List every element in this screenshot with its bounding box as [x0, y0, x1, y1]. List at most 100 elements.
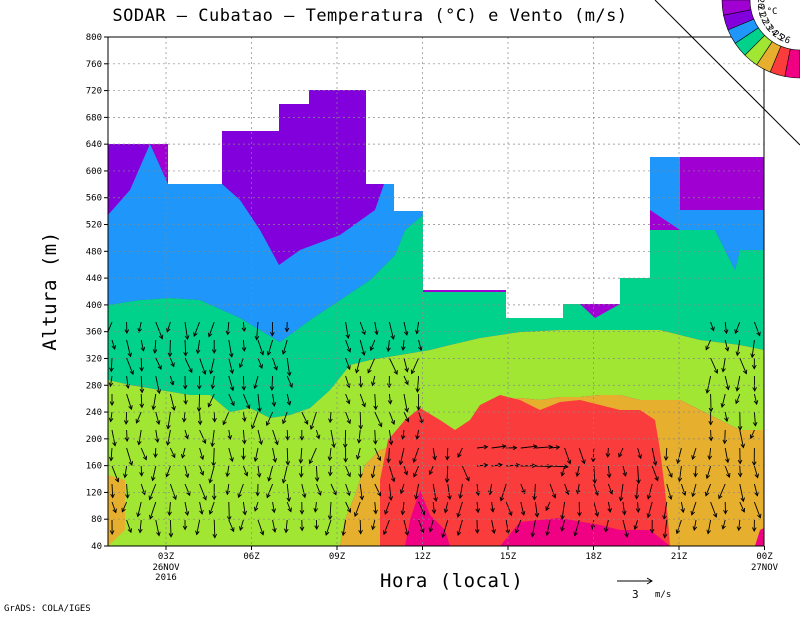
wind-arrow [520, 444, 538, 449]
wind-arrow [301, 483, 307, 499]
contour-fill-27b [500, 518, 670, 546]
wind-arrow [359, 321, 366, 336]
wind-arrow [155, 519, 161, 537]
wind-arrow [414, 483, 420, 500]
wind-arrow [735, 375, 741, 392]
y-tick-label: 760 [86, 60, 102, 70]
wind-arrow [265, 411, 274, 427]
wind-arrow [281, 465, 288, 484]
wind-arrow [371, 519, 376, 531]
wind-arrow [228, 339, 234, 358]
credit-text: GrADS: COLA/IGES [4, 604, 91, 614]
wind-arrow [675, 519, 682, 535]
wind-arrow [606, 465, 612, 479]
y-tick-label: 720 [86, 87, 102, 97]
colorbar-label: 23 [760, 18, 774, 33]
wind-arrow [358, 411, 363, 430]
y-tick-label: 600 [86, 167, 102, 177]
wind-arrow [560, 465, 566, 477]
colorbar-label: 26 [778, 33, 792, 46]
x-tick-label: 03Z [158, 552, 175, 562]
wind-arrow [358, 519, 363, 535]
wind-arrow [167, 501, 172, 517]
wind-arrow [353, 501, 361, 518]
wind-arrow [387, 393, 393, 405]
wind-arrow [724, 447, 730, 464]
wind-arrow [374, 411, 383, 428]
wind-arrow [328, 411, 333, 424]
wind-arrow [151, 393, 157, 411]
wind-arrow [753, 501, 762, 519]
contour-fill-27a [405, 490, 450, 546]
wind-arrow [228, 375, 235, 392]
wind-arrow [271, 393, 277, 407]
wind-arrow [155, 375, 162, 395]
wind-arrow [139, 465, 144, 477]
wind-arrow [272, 447, 278, 463]
wind-arrow [676, 447, 682, 465]
wind-reference-arrow [617, 577, 653, 585]
wind-arrow [328, 465, 333, 477]
wind-arrow [345, 339, 352, 353]
wind-arrow [207, 393, 215, 408]
wind-arrow [123, 465, 128, 479]
wind-arrow [226, 501, 232, 521]
wind-arrow [184, 465, 190, 479]
wind-arrow [108, 321, 113, 337]
y-tick-label: 480 [86, 247, 102, 257]
wind-arrow [228, 447, 234, 463]
wind-arrow [211, 483, 217, 501]
wind-arrow [560, 501, 566, 521]
wind-arrow [135, 411, 142, 424]
wind-arrow [491, 519, 496, 535]
y-tick-label: 680 [86, 113, 102, 123]
wind-arrow [315, 483, 322, 496]
wind-arrow [271, 501, 277, 514]
wind-arrow [266, 339, 274, 356]
wind-arrow [488, 483, 493, 496]
wind-arrow [751, 519, 757, 532]
wind-arrow [242, 411, 247, 423]
wind-arrow [111, 429, 117, 447]
wind-arrow [534, 501, 540, 518]
wind-arrow [257, 339, 265, 356]
wind-arrow [388, 429, 394, 446]
y-tick-label: 200 [86, 435, 102, 445]
wind-arrow [621, 501, 627, 516]
wind-arrow [184, 501, 190, 517]
x-axis-label: Hora (local) [380, 570, 524, 592]
wind-arrow [577, 501, 582, 517]
wind-arrow [299, 465, 304, 478]
wind-arrow [110, 483, 115, 499]
wind-arrow [139, 375, 145, 394]
wind-arrow [345, 357, 351, 371]
wind-arrow [182, 375, 188, 390]
wind-arrow [662, 519, 668, 539]
wind-arrow [253, 447, 259, 463]
wind-arrow [530, 519, 536, 538]
wind-arrow [491, 444, 507, 449]
wind-arrow [753, 465, 759, 479]
wind-arrow [123, 411, 129, 425]
wind-arrow [155, 321, 164, 340]
wind-arrow [710, 501, 718, 518]
wind-arrow [590, 447, 596, 463]
wind-arrow [299, 501, 305, 515]
wind-arrow [343, 447, 348, 463]
wind-arrow [154, 429, 160, 443]
colorbar-label: °C [767, 7, 778, 17]
wind-arrow [635, 501, 641, 513]
wind-arrow [388, 483, 394, 501]
y-tick-label: 240 [86, 408, 102, 418]
wind-arrow [169, 483, 177, 501]
wind-arrow [181, 411, 187, 423]
y-tick-label: 440 [86, 274, 102, 284]
wind-arrow [109, 357, 114, 373]
wind-arrow [403, 411, 410, 423]
wind-arrow [724, 375, 730, 391]
wind-arrow [327, 447, 333, 462]
wind-arrow [342, 429, 348, 449]
wind-arrow [257, 519, 265, 536]
x-tick-sublabel: 2016 [155, 573, 177, 583]
wind-arrow [301, 411, 309, 425]
